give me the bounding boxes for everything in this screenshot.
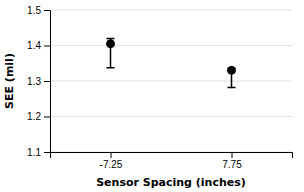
chart: -7.25 7.75 1.1 1.2 1.3 1.4 1.5 Sensor Spacing (… xyxy=(0,0,304,192)
tick-label: 1.5 xyxy=(27,5,41,16)
grid-line xyxy=(50,116,292,117)
y-axis-title: SEE (mil) xyxy=(3,53,16,109)
tick-mark xyxy=(44,81,50,82)
tick: 1.3 xyxy=(27,76,50,87)
tick-mark xyxy=(44,152,50,153)
grid xyxy=(50,10,292,152)
tick: 1.4 xyxy=(27,40,50,51)
tick-mark xyxy=(44,46,50,47)
tick-mark xyxy=(44,117,50,118)
grid-line xyxy=(50,10,292,11)
tick-mark xyxy=(111,152,112,158)
grid-line xyxy=(50,45,292,46)
tick-label: 7.75 xyxy=(222,159,242,170)
tick-label: 1.3 xyxy=(27,76,41,87)
tick: 1.1 xyxy=(27,147,50,158)
axis-line xyxy=(44,11,51,153)
tick: 1.5 xyxy=(27,5,50,16)
point xyxy=(228,66,236,74)
tick-mark xyxy=(232,152,233,158)
tick: 7.75 xyxy=(222,152,242,170)
tick-label: 1.4 xyxy=(27,40,41,51)
axis-line xyxy=(51,153,293,159)
tick-label: 1.2 xyxy=(27,111,41,122)
tick-label: 1.1 xyxy=(27,147,41,158)
grid-line xyxy=(50,81,292,82)
point xyxy=(107,40,115,48)
error-bar xyxy=(107,38,115,67)
y-axis: 1.1 1.2 1.3 1.4 1.5 xyxy=(27,5,50,158)
plot: -7.25 7.75 1.1 1.2 1.3 1.4 1.5 xyxy=(27,5,292,170)
tick: -7.25 xyxy=(100,152,123,170)
tick-label: -7.25 xyxy=(100,159,123,170)
tick: 1.2 xyxy=(27,111,50,122)
marks xyxy=(107,38,236,87)
x-axis: -7.25 7.75 xyxy=(51,152,293,170)
x-axis-title: Sensor Spacing (inches) xyxy=(96,176,246,189)
tick-mark xyxy=(44,10,50,11)
